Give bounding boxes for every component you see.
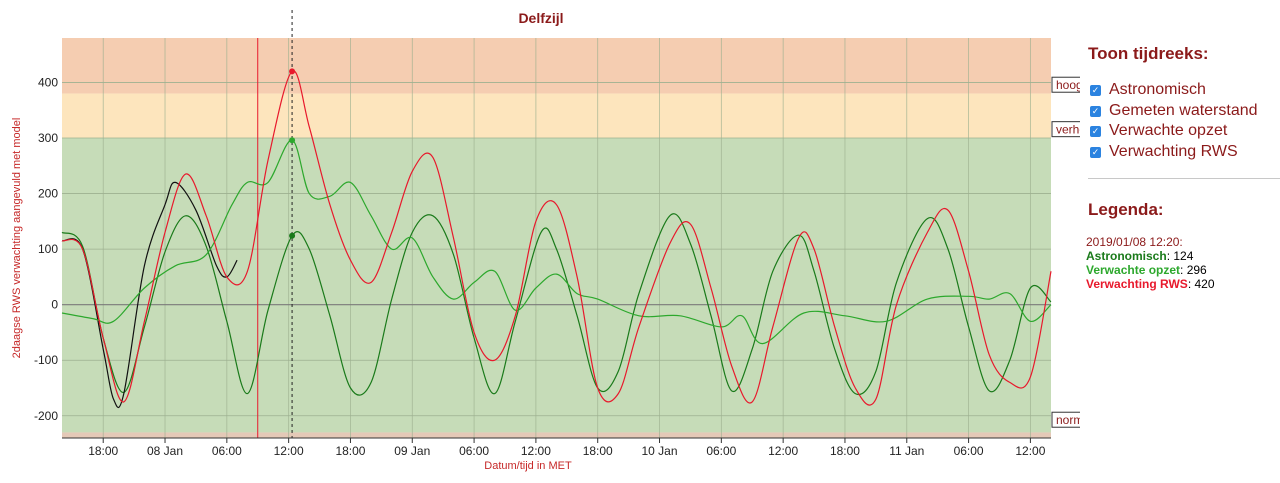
band-0	[62, 38, 1051, 94]
legend-value-verwachting-rws: 420	[1194, 277, 1215, 291]
cursor-dot-0	[289, 232, 296, 239]
x-tick-label-0: 18:00	[88, 444, 118, 458]
x-tick-label-10: 06:00	[706, 444, 736, 458]
y-tick-label-2: 200	[38, 187, 58, 201]
checkbox-row-gemeten-waterstand[interactable]: ✓ Gemeten waterstand	[1090, 101, 1258, 121]
legenda-title: Legenda:	[1088, 200, 1164, 219]
chart-title: Delfzijl	[518, 10, 563, 26]
level-label-box-0	[1051, 76, 1080, 93]
checkbox-gemeten-waterstand[interactable]: ✓	[1090, 105, 1101, 117]
legend-name-verwachting-rws: Verwachting RWS	[1086, 277, 1188, 291]
checkbox-verwachting-rws[interactable]: ✓	[1090, 146, 1101, 158]
x-tick-label-3: 12:00	[274, 444, 304, 458]
series-line-gemeten-waterstand	[61, 181, 238, 409]
level-label-box-1	[1051, 121, 1080, 138]
band-1	[62, 93, 1051, 138]
cursor-dot-1	[289, 137, 296, 144]
sidebar-divider	[1088, 178, 1280, 179]
band-3	[62, 432, 1051, 438]
x-axis-label: Datum/tijd in MET	[484, 460, 572, 472]
checkbox-label-gemeten-waterstand: Gemeten waterstand	[1109, 102, 1258, 119]
checkbox-label-verwachte-opzet: Verwachte opzet	[1109, 122, 1228, 139]
x-tick-label-14: 06:00	[954, 444, 984, 458]
level-label-normaal: normaal	[1056, 413, 1080, 427]
level-label-hoog: hoog	[1056, 78, 1080, 92]
checkbox-astronomisch[interactable]: ✓	[1090, 84, 1101, 96]
cursor-dot-2	[289, 68, 296, 75]
x-tick-label-9: 10 Jan	[642, 444, 678, 458]
x-tick-label-7: 12:00	[521, 444, 551, 458]
series-line-astronomisch	[61, 213, 1052, 396]
y-tick-label-4: 0	[51, 298, 58, 312]
y-tick-label-1: 300	[38, 131, 58, 145]
level-label-verhoogd: verhoogd	[1056, 123, 1080, 137]
x-tick-label-6: 06:00	[459, 444, 489, 458]
legend-date: 2019/01/08 12:20:	[1086, 235, 1183, 249]
legend-item-verwachting-rws: Verwachting RWS: 420	[1086, 277, 1215, 291]
y-tick-label-3: 100	[38, 242, 58, 256]
x-tick-label-1: 08 Jan	[147, 444, 183, 458]
x-tick-label-12: 18:00	[830, 444, 860, 458]
legend-name-verwachte-opzet: Verwachte opzet	[1086, 263, 1181, 277]
x-tick-label-5: 09 Jan	[394, 444, 430, 458]
checkbox-label-verwachting-rws: Verwachting RWS	[1109, 143, 1238, 160]
x-tick-label-13: 11 Jan	[889, 444, 924, 458]
x-tick-label-15: 12:00	[1015, 444, 1045, 458]
checkbox-row-astronomisch[interactable]: ✓ Astronomisch	[1090, 80, 1206, 100]
legend-value-astronomisch: 124	[1173, 249, 1194, 263]
level-label-box-2	[1051, 411, 1080, 428]
toon-tijdreeks-title: Toon tijdreeks:	[1088, 44, 1209, 63]
y-tick-label-0: 400	[38, 75, 58, 89]
series-line-verwachting-rws	[61, 70, 1052, 406]
legend-item-astronomisch: Astronomisch: 124	[1086, 249, 1194, 263]
x-tick-label-4: 18:00	[335, 444, 365, 458]
x-tick-label-2: 06:00	[212, 444, 242, 458]
series-line-verwachte-opzet	[61, 139, 1052, 345]
x-tick-label-11: 12:00	[768, 444, 798, 458]
checkbox-row-verwachting-rws[interactable]: ✓ Verwachting RWS	[1090, 142, 1238, 162]
y-axis-label: 2daagse RWS verwachting aangevuld met mo…	[11, 118, 23, 359]
x-tick-label-8: 18:00	[583, 444, 613, 458]
legend-value-verwachte-opzet: 296	[1186, 263, 1207, 277]
y-tick-label-6: -200	[34, 409, 58, 423]
legend-name-astronomisch: Astronomisch	[1086, 249, 1167, 263]
checkbox-row-verwachte-opzet[interactable]: ✓ Verwachte opzet	[1090, 121, 1227, 141]
tide-chart: 18:00 08 Jan 06:00 12:00 18:00 09 Jan 06:00 12:…	[11, 10, 1080, 472]
legend-item-verwachte-opzet: Verwachte opzet: 296	[1086, 263, 1207, 277]
y-tick-label-5: -100	[34, 353, 58, 367]
sidebar: Toon tijdreeks: ✓ Astronomisch ✓ Gemeten…	[1086, 0, 1280, 483]
checkbox-label-astronomisch: Astronomisch	[1109, 81, 1206, 98]
checkbox-verwachte-opzet[interactable]: ✓	[1090, 125, 1101, 137]
